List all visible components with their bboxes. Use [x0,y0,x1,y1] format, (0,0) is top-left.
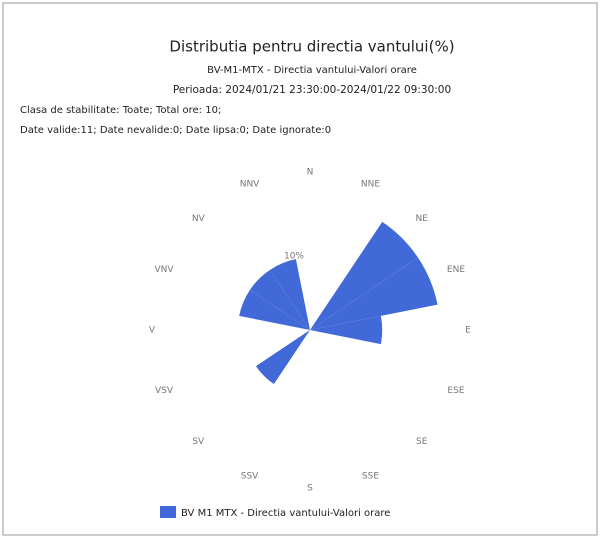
sector [255,330,310,385]
direction-label: ESE [447,386,464,396]
sector [269,259,310,330]
sector [249,269,310,330]
direction-label: V [149,326,156,336]
sector [310,315,383,345]
direction-label: NNE [361,180,380,190]
note: Clasa de stabilitate: Toate; Total ore: … [20,105,221,116]
direction-label: SE [416,437,428,447]
direction-label: S [307,484,313,494]
direction-label: SSV [241,471,259,481]
subtitle: BV-M1-MTX - Directia vantului-Valori ora… [207,65,417,76]
period: Perioada: 2024/01/21 23:30:00-2024/01/22… [173,84,451,96]
direction-label: SSE [362,471,379,481]
note: Date valide:11; Date nevalide:0; Date li… [20,125,331,136]
frame [2,2,598,536]
sector [310,221,419,330]
chart-title: Distributia pentru directia vantului(%) [169,38,454,56]
sector [310,257,438,330]
legend-label: BV M1 MTX - Directia vantului-Valori ora… [181,508,390,519]
direction-label: NV [192,214,206,224]
direction-label: ENE [447,265,465,275]
direction-label: E [465,326,471,336]
direction-label: VSV [155,386,174,396]
direction-label: VNV [155,265,175,275]
direction-label: NE [416,214,429,224]
sector [239,289,310,330]
legend-swatch [160,506,176,518]
r-tick-label: 10% [284,251,304,261]
direction-label: N [307,168,314,178]
plot: N NNE NE ENE E ESE SE SSE S SSV SV VSV V VNV NV NNV 10% [149,168,471,494]
direction-label: NNV [240,180,260,190]
direction-label: SV [192,437,205,447]
